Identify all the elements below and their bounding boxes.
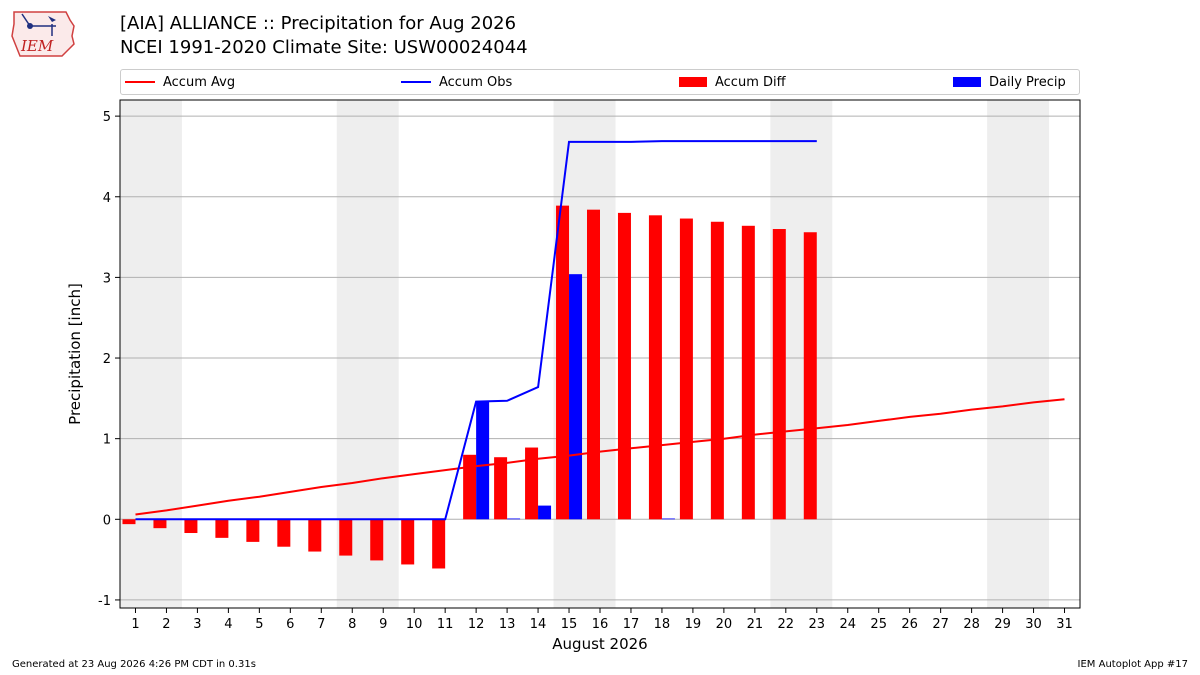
legend-label: Accum Diff bbox=[715, 74, 786, 90]
x-tick-label: 10 bbox=[406, 617, 423, 632]
accum-obs-line bbox=[135, 140, 817, 521]
x-tick-label: 27 bbox=[932, 617, 949, 632]
y-tick-label: 4 bbox=[103, 191, 111, 206]
x-tick-label: 14 bbox=[530, 617, 547, 632]
legend-label: Accum Avg bbox=[163, 74, 236, 90]
y-tick-label: 5 bbox=[103, 110, 111, 125]
x-tick-label: 24 bbox=[839, 617, 856, 632]
accum-diff-bar bbox=[370, 519, 384, 561]
x-tick-label: 29 bbox=[994, 617, 1011, 632]
accum-diff-bar bbox=[153, 519, 167, 529]
footer-generated: Generated at 23 Aug 2026 4:26 PM CDT in … bbox=[12, 659, 256, 670]
accum-diff-bar bbox=[246, 519, 260, 542]
accum-diff-bar bbox=[339, 519, 353, 556]
legend-item-accum-diff: Accum Diff bbox=[679, 70, 786, 94]
accum-diff-bar bbox=[432, 519, 446, 569]
x-tick-label: 22 bbox=[778, 617, 795, 632]
x-tick-label: 6 bbox=[286, 617, 294, 632]
accum-diff-bar bbox=[556, 205, 570, 520]
legend-label: Daily Precip bbox=[989, 74, 1066, 90]
y-tick-label: 0 bbox=[103, 513, 111, 528]
accum-diff-bar bbox=[772, 229, 786, 520]
accum-diff-bar bbox=[463, 454, 477, 520]
accum-diff-bar bbox=[308, 519, 322, 552]
accum-diff-bar bbox=[494, 457, 508, 520]
x-tick-label: 31 bbox=[1056, 617, 1073, 632]
legend-item-daily-precip: Daily Precip bbox=[953, 70, 1066, 94]
chart-subtitle: NCEI 1991-2020 Climate Site: USW00024044 bbox=[120, 37, 528, 58]
x-tick-label: 17 bbox=[623, 617, 640, 632]
accum-diff-bar bbox=[710, 221, 724, 520]
weekend-shade bbox=[987, 100, 1050, 608]
accum-diff-bar bbox=[803, 232, 817, 520]
accum-diff-bar bbox=[122, 519, 136, 525]
x-axis-label: August 2026 bbox=[552, 635, 647, 653]
legend-item-accum-avg: Accum Avg bbox=[125, 70, 235, 94]
daily-precip-bar bbox=[476, 401, 490, 520]
x-tick-label: 28 bbox=[963, 617, 980, 632]
logo-text: IEM bbox=[20, 37, 54, 55]
accum-diff-bar bbox=[525, 447, 539, 520]
legend-item-accum-obs: Accum Obs bbox=[401, 70, 512, 94]
x-tick-label: 21 bbox=[747, 617, 764, 632]
x-tick-label: 2 bbox=[162, 617, 170, 632]
accum-diff-bar bbox=[184, 519, 198, 534]
x-tick-label: 12 bbox=[468, 617, 485, 632]
accum-diff-bar bbox=[741, 225, 755, 520]
daily-precip-bar bbox=[538, 505, 552, 520]
x-tick-label: 23 bbox=[809, 617, 826, 632]
legend-swatch-accum-avg bbox=[125, 81, 155, 83]
accum-diff-bar bbox=[401, 519, 415, 565]
accum-diff-bar bbox=[587, 209, 600, 520]
x-tick-label: 8 bbox=[348, 617, 356, 632]
chart-title: [AIA] ALLIANCE :: Precipitation for Aug … bbox=[120, 13, 517, 34]
iem-logo: IEM bbox=[11, 11, 75, 57]
y-tick-label: 3 bbox=[103, 271, 111, 286]
legend-label: Accum Obs bbox=[439, 74, 513, 90]
x-tick-label: 16 bbox=[592, 617, 609, 632]
weekend-shade bbox=[120, 100, 182, 608]
x-tick-label: 5 bbox=[255, 617, 263, 632]
footer-app: IEM Autoplot App #17 bbox=[1077, 659, 1188, 670]
x-tick-label: 26 bbox=[901, 617, 918, 632]
y-tick-label: 1 bbox=[103, 433, 111, 448]
accum-diff-bar bbox=[215, 519, 229, 538]
accum-diff-bar bbox=[617, 212, 631, 520]
daily-precip-bar bbox=[661, 518, 675, 520]
y-tick-label: -1 bbox=[98, 594, 111, 609]
accum-diff-bar bbox=[679, 218, 693, 520]
accum-avg-line bbox=[135, 398, 1065, 516]
x-tick-label: 9 bbox=[379, 617, 387, 632]
x-tick-label: 18 bbox=[654, 617, 671, 632]
x-tick-label: 3 bbox=[193, 617, 201, 632]
x-tick-label: 25 bbox=[870, 617, 887, 632]
x-tick-label: 15 bbox=[561, 617, 578, 632]
x-tick-label: 20 bbox=[716, 617, 733, 632]
x-tick-label: 4 bbox=[224, 617, 232, 632]
legend-swatch-accum-diff bbox=[679, 77, 707, 87]
accum-diff-bar bbox=[277, 519, 291, 547]
x-tick-label: 7 bbox=[317, 617, 325, 632]
accum-diff-bar bbox=[648, 215, 662, 520]
x-tick-label: 1 bbox=[131, 617, 139, 632]
x-tick-label: 30 bbox=[1025, 617, 1042, 632]
y-tick-label: 2 bbox=[103, 352, 111, 367]
y-axis-label: Precipitation [inch] bbox=[66, 283, 84, 425]
x-tick-label: 19 bbox=[685, 617, 702, 632]
legend-swatch-daily-precip bbox=[953, 77, 981, 87]
daily-precip-bar bbox=[569, 274, 583, 520]
x-tick-label: 13 bbox=[499, 617, 516, 632]
x-tick-label: 11 bbox=[437, 617, 454, 632]
legend: Accum Avg Accum Obs Accum Diff Daily Pre… bbox=[120, 69, 1080, 95]
legend-swatch-accum-obs bbox=[401, 81, 431, 83]
daily-precip-bar bbox=[507, 518, 521, 520]
